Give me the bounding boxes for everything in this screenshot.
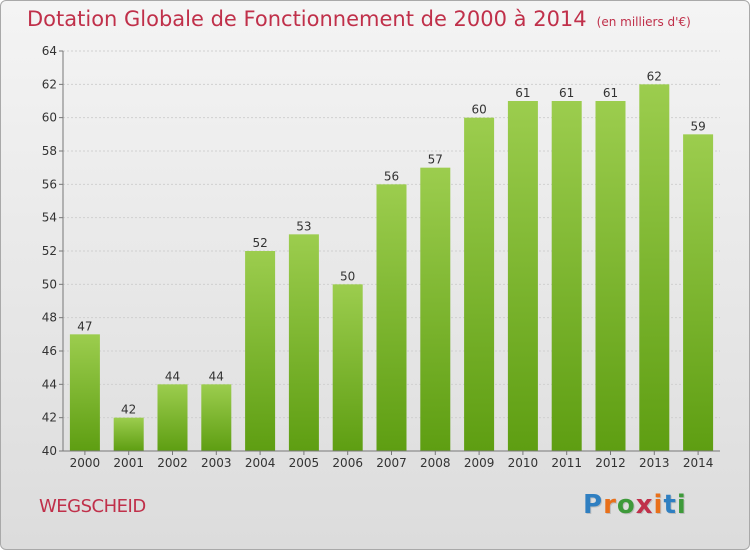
bar	[157, 384, 188, 451]
y-tick-label: 60	[42, 111, 57, 125]
bar-value-label: 42	[121, 403, 136, 417]
bar-value-label: 61	[559, 86, 574, 100]
y-tick-label: 44	[42, 377, 57, 391]
logo-letter: x	[635, 490, 654, 520]
bar-value-label: 61	[603, 86, 618, 100]
y-tick-label: 56	[42, 177, 57, 191]
bar	[639, 84, 670, 451]
bar	[507, 101, 538, 451]
logo-letter: i	[676, 490, 687, 520]
proxiti-logo[interactable]: Proxiti	[583, 490, 687, 520]
bar	[332, 284, 363, 451]
chart-title-text: Dotation Globale de Fonctionnement de 20…	[27, 7, 587, 31]
x-tick-label: 2009	[464, 456, 495, 470]
chart-title: Dotation Globale de Fonctionnement de 20…	[27, 7, 691, 31]
logo-letter: o	[616, 490, 636, 520]
bar-value-label: 62	[647, 69, 662, 83]
y-tick-label: 48	[42, 311, 57, 325]
bar-value-label: 47	[77, 319, 92, 333]
x-axis: 2000 2001 2002 2003 2004 2005 2006 2007 2008 2009…	[63, 450, 720, 470]
logo-letter: i	[653, 490, 664, 520]
bar	[376, 184, 407, 452]
bar-value-label: 60	[471, 103, 486, 117]
y-tick-label: 40	[42, 444, 57, 458]
logo-letter: r	[603, 490, 617, 520]
bar	[464, 117, 495, 452]
logo-letter: t	[663, 490, 677, 520]
logo-letter: P	[583, 490, 604, 520]
bar	[683, 134, 714, 452]
y-tick-label: 46	[42, 344, 57, 358]
place-name: WEGSCHEID	[39, 496, 146, 517]
bar-value-label: 59	[690, 119, 705, 133]
y-tick-label: 54	[42, 211, 57, 225]
x-tick-label: 2003	[201, 456, 232, 470]
y-tick-label: 62	[42, 77, 57, 91]
x-tick-label: 2011	[551, 456, 582, 470]
bar	[595, 101, 626, 451]
x-tick-label: 2001	[113, 456, 144, 470]
chart-subtitle: (en milliers d'€)	[596, 15, 691, 29]
bar-value-label: 50	[340, 269, 355, 283]
y-tick-label: 52	[42, 244, 57, 258]
bar	[245, 251, 276, 451]
bar-value-label: 44	[209, 369, 224, 383]
y-tick-label: 58	[42, 144, 57, 158]
y-tick-label: 64	[42, 44, 57, 58]
bar-value-label: 57	[428, 153, 443, 167]
bar	[551, 101, 582, 451]
bar	[201, 384, 232, 451]
x-tick-label: 2002	[157, 456, 188, 470]
x-tick-label: 2010	[508, 456, 539, 470]
x-tick-label: 2008	[420, 456, 451, 470]
x-tick-label: 2012	[595, 456, 626, 470]
bar-value-label: 53	[296, 219, 311, 233]
y-tick-label: 42	[42, 411, 57, 425]
bar	[420, 167, 451, 451]
bar	[113, 417, 144, 451]
bar-value-label: 61	[515, 86, 530, 100]
bar	[288, 234, 319, 451]
bar-value-label: 52	[252, 236, 267, 250]
x-tick-label: 2005	[289, 456, 320, 470]
x-tick-label: 2006	[332, 456, 363, 470]
x-tick-label: 2004	[245, 456, 276, 470]
bar-value-label: 44	[165, 369, 180, 383]
x-tick-label: 2007	[376, 456, 407, 470]
bars: 47 42 44 44 52 53 50 56 57 60 61 61 61 62 59	[69, 69, 714, 452]
bar	[69, 334, 100, 451]
x-tick-label: 2013	[639, 456, 670, 470]
y-axis: 40 42 44 46 48 50 52 54 56 58 60 62 64	[42, 44, 64, 458]
x-tick-label: 2000	[70, 456, 101, 470]
y-tick-label: 50	[42, 277, 57, 291]
bar-value-label: 56	[384, 169, 399, 183]
x-tick-label: 2014	[683, 456, 714, 470]
